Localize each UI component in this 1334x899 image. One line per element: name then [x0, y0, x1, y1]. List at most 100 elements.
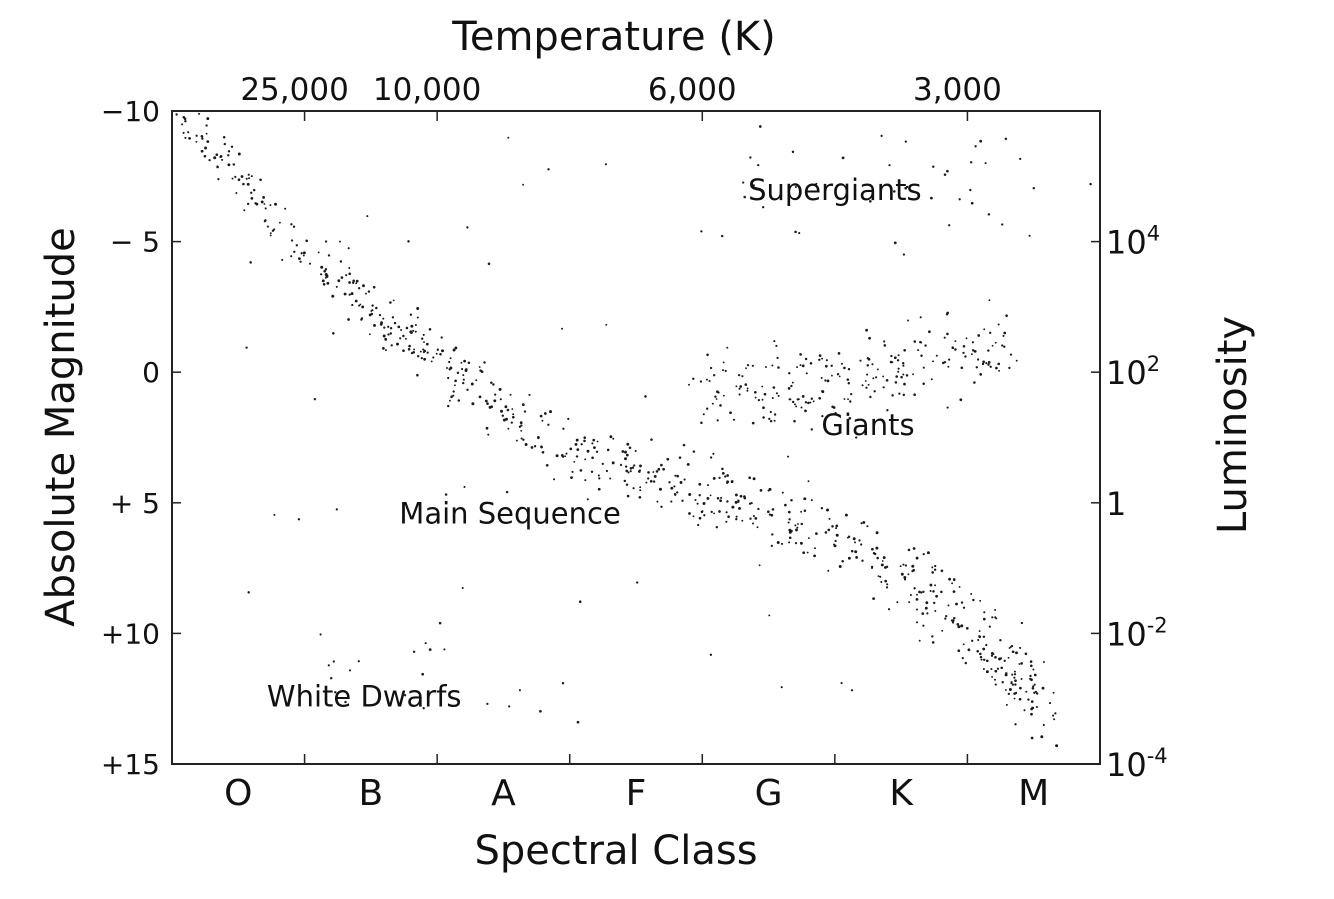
star-point — [399, 337, 402, 340]
star-point — [882, 386, 885, 389]
star-point — [970, 593, 973, 595]
star-point — [734, 493, 738, 497]
star-point — [826, 508, 829, 512]
star-point — [918, 639, 921, 642]
star-point — [891, 361, 894, 364]
star-point — [801, 395, 805, 398]
star-point — [780, 686, 783, 689]
star-point — [382, 317, 385, 320]
star-point — [788, 530, 792, 534]
star-point — [932, 590, 935, 593]
star-point — [899, 565, 902, 568]
star-point — [397, 325, 401, 329]
star-point — [795, 528, 798, 532]
star-point — [430, 360, 433, 363]
star-point — [930, 196, 933, 200]
star-point — [886, 583, 889, 586]
star-point — [876, 556, 879, 560]
star-point — [994, 609, 997, 611]
star-point — [745, 367, 748, 370]
star-point — [1014, 679, 1017, 683]
star-point — [692, 450, 696, 453]
star-point — [351, 281, 355, 284]
star-point — [461, 586, 464, 590]
temperature-tick-label: 3,000 — [913, 72, 1002, 108]
star-point — [847, 381, 851, 385]
star-point — [461, 368, 464, 371]
star-point — [321, 279, 325, 283]
star-point — [252, 188, 256, 192]
star-point — [788, 541, 791, 544]
star-point — [875, 531, 879, 535]
star-point — [604, 163, 607, 166]
star-point — [946, 332, 949, 336]
star-point — [235, 192, 238, 194]
star-point — [907, 573, 910, 576]
star-point — [1018, 697, 1022, 701]
star-point — [900, 375, 903, 379]
star-point — [335, 285, 338, 288]
star-point — [865, 386, 868, 389]
star-point — [929, 583, 933, 587]
star-point — [718, 510, 721, 513]
star-point — [181, 123, 184, 126]
star-point — [697, 523, 700, 527]
star-point — [383, 326, 386, 329]
star-point — [175, 113, 178, 116]
star-point — [924, 344, 927, 347]
star-point — [366, 215, 369, 218]
star-point — [976, 650, 979, 653]
star-point — [403, 694, 407, 697]
star-point — [961, 656, 964, 660]
star-point — [738, 393, 741, 396]
star-point — [880, 134, 883, 137]
star-point — [738, 387, 741, 390]
star-point — [800, 406, 803, 409]
star-point — [400, 329, 403, 331]
star-point — [706, 496, 710, 500]
star-point — [297, 518, 301, 521]
star-point — [1040, 735, 1044, 739]
star-point — [757, 398, 761, 402]
luminosity-tick-exponent: -2 — [1147, 613, 1168, 637]
star-point — [883, 344, 887, 347]
star-point — [854, 550, 858, 554]
star-point — [953, 579, 956, 582]
star-point — [317, 251, 320, 254]
star-point — [880, 581, 883, 583]
star-point — [761, 398, 764, 401]
star-point — [462, 378, 465, 381]
star-point — [683, 478, 686, 481]
star-point — [945, 614, 948, 618]
star-point — [584, 479, 587, 482]
star-point — [344, 700, 347, 704]
star-point — [576, 455, 579, 458]
star-point — [478, 366, 481, 368]
star-point — [269, 232, 272, 235]
star-point — [960, 624, 964, 628]
star-point — [466, 226, 469, 229]
star-point — [768, 614, 771, 617]
star-point — [371, 304, 374, 307]
star-point — [290, 255, 293, 258]
star-point — [269, 204, 272, 207]
star-point — [932, 360, 934, 363]
star-point — [885, 565, 889, 568]
star-point — [872, 377, 875, 380]
star-point — [902, 393, 906, 397]
star-point — [1041, 686, 1045, 690]
star-point — [439, 353, 442, 356]
star-point — [751, 364, 754, 367]
star-point — [419, 350, 422, 353]
star-point — [801, 364, 805, 368]
star-point — [447, 404, 450, 408]
star-point — [977, 334, 981, 337]
star-point — [700, 421, 703, 424]
star-point — [553, 478, 556, 481]
star-point — [962, 643, 965, 646]
star-point — [743, 495, 746, 498]
star-point — [580, 443, 583, 446]
star-point — [713, 512, 716, 515]
star-point — [880, 563, 884, 567]
star-point — [810, 428, 814, 431]
